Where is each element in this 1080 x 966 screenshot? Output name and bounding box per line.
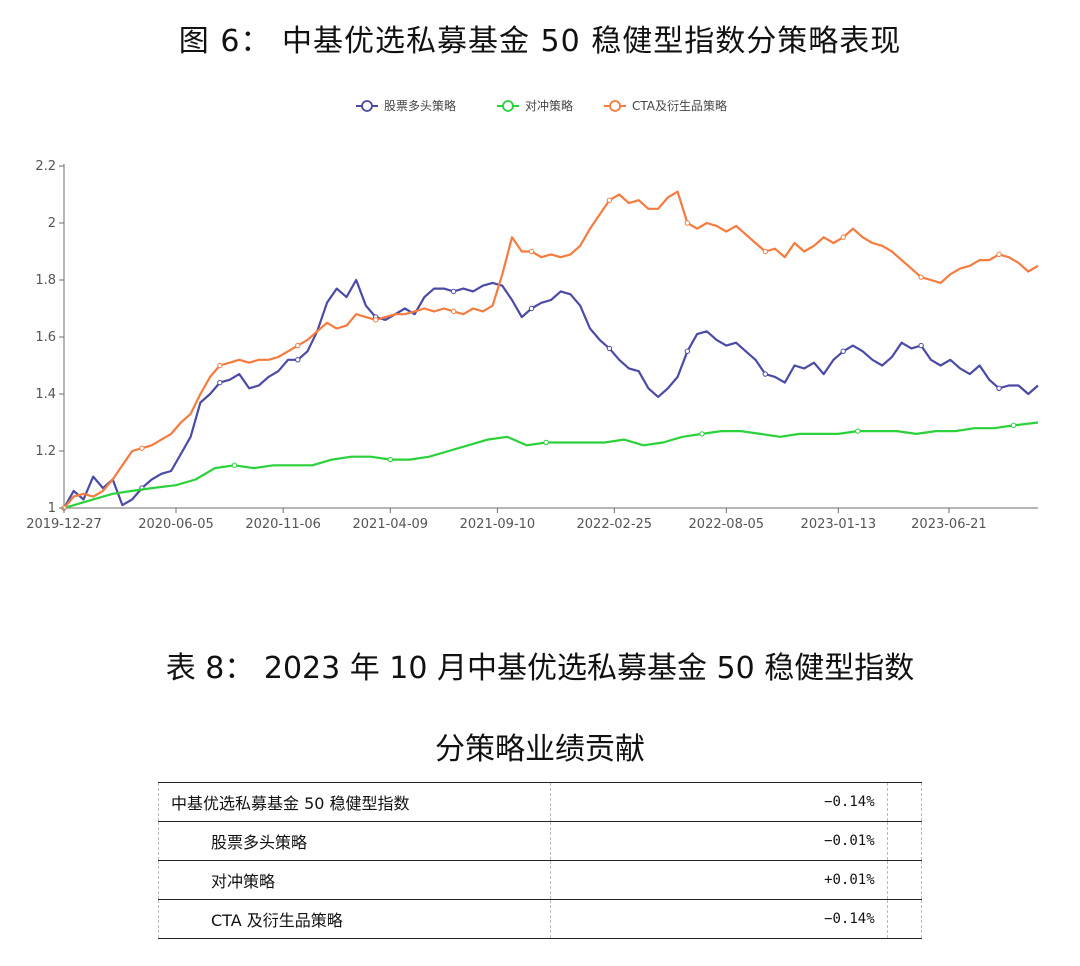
row-spacer xyxy=(886,821,923,861)
data-point xyxy=(684,220,691,226)
table-row: CTA 及衍生品策略 −0.14% xyxy=(157,899,923,939)
series-line xyxy=(63,278,1039,509)
x-tick-label: 2020-11-06 xyxy=(245,517,321,532)
data-point xyxy=(528,248,535,255)
row-label: 对冲策略 xyxy=(157,860,552,900)
row-spacer xyxy=(886,899,923,939)
x-tick-label: 2021-04-09 xyxy=(353,517,429,532)
x-tick-label: 2022-02-25 xyxy=(577,517,653,532)
y-tick-label: 1.6 xyxy=(35,330,56,345)
data-point xyxy=(684,348,691,354)
strategy-contribution-table: 中基优选私募基金 50 稳健型指数 −0.14% 股票多头策略 −0.01% 对… xyxy=(157,782,923,939)
data-point xyxy=(387,456,393,463)
chart-series xyxy=(61,190,1039,511)
data-point xyxy=(699,431,705,437)
y-tick-label: 2.2 xyxy=(35,159,56,174)
y-tick-label: 1 xyxy=(48,501,56,516)
data-point xyxy=(840,234,846,240)
data-point xyxy=(918,342,924,349)
legend-marker xyxy=(361,100,373,112)
data-point xyxy=(840,348,846,354)
row-spacer xyxy=(886,860,923,900)
x-tick-label: 2020-06-05 xyxy=(138,517,214,532)
row-label: 中基优选私募基金 50 稳健型指数 xyxy=(157,782,552,822)
data-point xyxy=(450,308,457,315)
table-row: 对冲策略 +0.01% xyxy=(157,860,923,900)
x-tick-label: 2019-12-27 xyxy=(26,517,102,532)
data-point xyxy=(295,357,301,363)
data-point xyxy=(528,305,535,312)
table-title-line2: 分策略业绩贡献 xyxy=(435,732,645,767)
data-point xyxy=(543,439,549,446)
legend-label: CTA及衍生品策略 xyxy=(632,98,727,113)
data-point xyxy=(1010,422,1017,429)
data-point xyxy=(996,251,1002,258)
chart-ticks: 1 1.2 1.4 1.6 1.8 2 2.2 2019-12-27 2020-06-05 202… xyxy=(26,159,987,532)
table-row: 股票多头策略 −0.01% xyxy=(157,821,923,861)
row-value: +0.01% xyxy=(550,860,888,900)
row-label: CTA 及衍生品策略 xyxy=(157,899,552,939)
data-point xyxy=(855,428,861,434)
data-point xyxy=(231,462,238,468)
legend-marker xyxy=(609,100,621,112)
data-point xyxy=(217,362,223,369)
data-point xyxy=(372,317,379,323)
line-chart: 股票多头策略 对冲策略 CTA及衍生品策略 1 1.2 1.4 1.6 1.8 2 2.2 201… xyxy=(26,98,1039,532)
y-tick-label: 1.8 xyxy=(35,273,56,288)
figure-title: 图 6： 中基优选私募基金 50 稳健型指数分策略表现 xyxy=(178,24,902,59)
legend-marker xyxy=(502,100,514,112)
data-point xyxy=(139,445,145,451)
table-title-line1: 表 8： 2023 年 10 月中基优选私募基金 50 稳健型指数 xyxy=(165,651,915,686)
x-tick-label: 2022-08-05 xyxy=(689,517,765,532)
chart-legend: 股票多头策略 对冲策略 CTA及衍生品策略 xyxy=(356,98,727,113)
row-spacer xyxy=(886,782,923,822)
data-point xyxy=(996,385,1002,391)
data-point xyxy=(762,371,768,377)
legend-label: 对冲策略 xyxy=(525,98,573,113)
y-tick-label: 1.4 xyxy=(35,387,56,402)
chart-axes xyxy=(63,164,1038,509)
data-point xyxy=(762,248,768,255)
row-value: −0.01% xyxy=(550,821,888,861)
x-tick-label: 2021-09-10 xyxy=(460,517,536,532)
data-point xyxy=(606,345,613,352)
x-tick-label: 2023-06-21 xyxy=(911,517,987,532)
data-point xyxy=(217,379,223,386)
table-row: 中基优选私募基金 50 稳健型指数 −0.14% xyxy=(157,782,923,822)
series-line xyxy=(63,421,1039,510)
data-point xyxy=(606,197,613,203)
x-tick-label: 2023-01-13 xyxy=(801,517,877,532)
row-value: −0.14% xyxy=(550,899,888,939)
row-label: 股票多头策略 xyxy=(157,821,552,861)
data-point xyxy=(450,288,457,295)
y-tick-label: 1.2 xyxy=(35,444,56,459)
data-point xyxy=(295,342,301,349)
series-line xyxy=(63,190,1039,509)
data-point xyxy=(918,274,924,280)
y-tick-label: 2 xyxy=(48,216,56,231)
row-value: −0.14% xyxy=(550,782,888,822)
legend-label: 股票多头策略 xyxy=(384,98,456,113)
